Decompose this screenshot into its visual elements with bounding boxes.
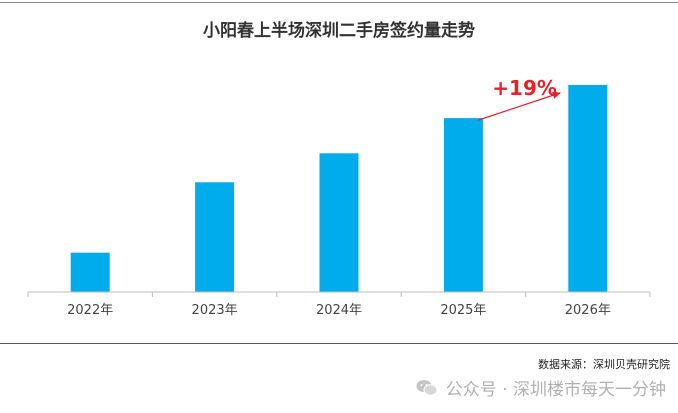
watermark: 公众号 · 深圳楼市每天一分钟 xyxy=(416,375,666,400)
top-rule xyxy=(0,2,678,3)
bar-2026年 xyxy=(568,85,608,292)
x-tick-label: 2022年 xyxy=(67,303,113,318)
x-tick-label: 2025年 xyxy=(440,303,486,318)
x-tick-label: 2026年 xyxy=(565,303,611,318)
bar-2025年 xyxy=(443,118,483,293)
bottom-rule xyxy=(0,343,678,344)
chart-title: 小阳春上半场深圳二手房签约量走势 xyxy=(203,21,475,41)
bar-chart: 2022年 2023年 2024年 2025年 2026年 +19% xyxy=(27,76,651,318)
growth-arrow xyxy=(478,91,561,121)
bar-2023年 xyxy=(195,182,235,292)
bar-2024年 xyxy=(319,153,359,292)
x-tick-label: 2024年 xyxy=(316,303,362,318)
wechat-icon xyxy=(416,379,438,396)
data-source: 数据来源：深圳贝壳研究院 xyxy=(538,358,670,371)
x-tick-label: 2023年 xyxy=(192,303,238,318)
watermark-text: 公众号 · 深圳楼市每天一分钟 xyxy=(445,380,666,400)
growth-annotation: +19% xyxy=(492,76,557,100)
bar-2022年 xyxy=(70,252,110,292)
